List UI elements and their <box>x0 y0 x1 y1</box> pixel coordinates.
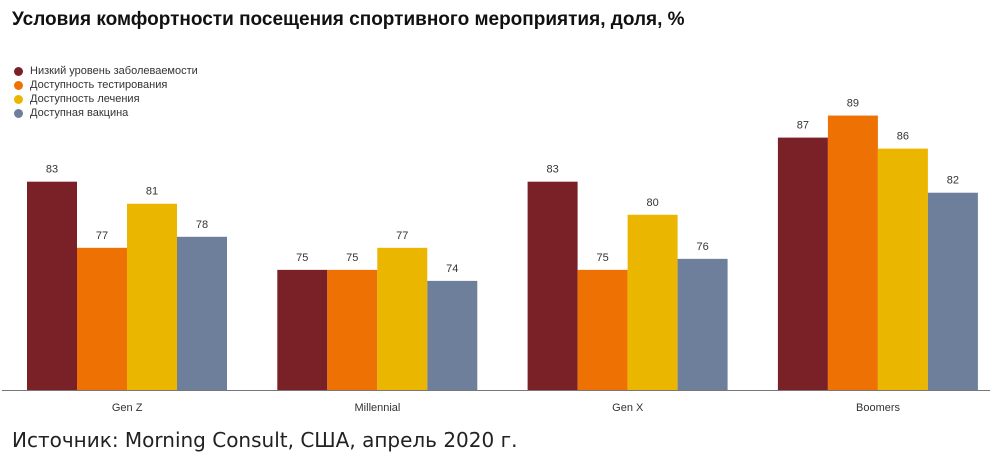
bar-gen-z-series-1 <box>27 181 77 390</box>
legend-label: Низкий уровень заболеваемости <box>30 65 198 77</box>
bar-gen-z-series-2 <box>77 247 127 390</box>
data-label: 89 <box>847 98 859 110</box>
legend-item-treatment: Доступность лечения <box>14 92 198 106</box>
bar-millennial-series-4 <box>427 280 478 390</box>
chart-title: Условия комфортности посещения спортивно… <box>12 9 685 30</box>
bar-gen-x-series-2 <box>577 269 628 390</box>
bar-gen-x-series-3 <box>627 214 678 390</box>
x-tick-label: Gen X <box>612 402 644 414</box>
bar-gen-x-series-1 <box>527 181 578 390</box>
data-label: 78 <box>196 219 208 231</box>
legend-item-vaccine: Доступная вакцина <box>14 106 198 120</box>
legend: Низкий уровень заболеваемости Доступност… <box>14 64 198 120</box>
bar-boomers-series-4 <box>927 192 978 390</box>
data-label: 77 <box>96 230 108 242</box>
bar-boomers-series-1 <box>777 137 828 390</box>
data-label: 75 <box>296 252 308 264</box>
legend-item-testing: Доступность тестирования <box>14 78 198 92</box>
legend-item-low-morbidity: Низкий уровень заболеваемости <box>14 64 198 78</box>
data-label: 77 <box>396 230 408 242</box>
data-label: 81 <box>146 186 158 198</box>
bar-boomers-series-2 <box>827 115 878 390</box>
data-label: 76 <box>696 241 708 253</box>
bar-millennial-series-2 <box>327 269 378 390</box>
data-label: 83 <box>546 164 558 176</box>
legend-label: Доступность тестирования <box>30 79 168 91</box>
bar-gen-z-series-3 <box>127 203 177 390</box>
source-note: Источник: Morning Consult, США, апрель 2… <box>12 428 518 452</box>
bar-gen-z-series-4 <box>177 236 227 390</box>
x-tick-label: Gen Z <box>112 402 143 414</box>
bar-gen-x-series-4 <box>677 258 728 390</box>
x-tick-label: Millennial <box>355 402 401 414</box>
bar-millennial-series-1 <box>277 269 328 390</box>
legend-marker <box>14 108 23 118</box>
legend-label: Доступность лечения <box>30 93 140 105</box>
data-label: 75 <box>346 252 358 264</box>
data-label: 75 <box>596 252 608 264</box>
legend-label: Доступная вакцина <box>30 107 129 119</box>
data-label: 87 <box>797 120 809 132</box>
x-tick-label: Boomers <box>856 402 901 414</box>
legend-marker <box>14 94 23 104</box>
data-label: 82 <box>947 175 959 187</box>
data-label: 86 <box>897 131 909 143</box>
bar-boomers-series-3 <box>877 148 928 390</box>
data-label: 83 <box>46 164 58 176</box>
data-label: 80 <box>646 197 658 209</box>
bar-millennial-series-3 <box>377 247 428 390</box>
data-label: 74 <box>446 263 458 275</box>
legend-marker <box>14 66 23 76</box>
legend-marker <box>14 80 23 90</box>
